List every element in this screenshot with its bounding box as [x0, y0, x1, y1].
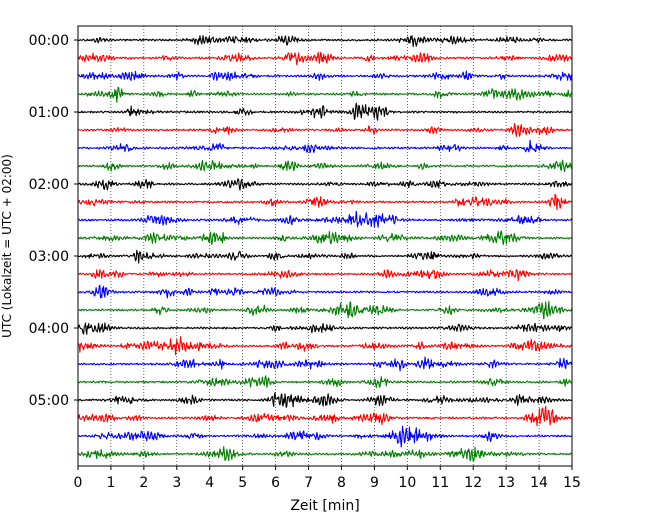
trace-row-2	[77, 70, 573, 82]
trace-row-21	[77, 405, 573, 427]
trace-row-3	[77, 86, 573, 103]
trace-row-15	[77, 300, 573, 320]
trace-row-19	[77, 375, 573, 389]
plot-frame	[77, 25, 573, 467]
y-tick-label-0: 00:00	[29, 33, 69, 49]
x-tick-label-2: 2	[139, 475, 148, 491]
x-tick-label-13: 13	[497, 475, 515, 491]
x-tick-label-1: 1	[106, 475, 115, 491]
trace-row-20	[77, 392, 573, 408]
trace-row-14	[77, 284, 573, 299]
y-tick-label-1: 01:00	[29, 105, 69, 121]
trace-row-1	[77, 51, 573, 66]
trace-row-22	[77, 425, 572, 448]
y-tick-label-5: 05:00	[29, 393, 69, 409]
trace-row-4	[77, 102, 573, 121]
x-tick-label-15: 15	[563, 475, 581, 491]
x-tick-label-4: 4	[205, 475, 214, 491]
x-tick-label-14: 14	[530, 475, 548, 491]
trace-row-10	[77, 210, 573, 228]
y-axis-label: UTC (Lokalzeit = UTC + 02:00)	[0, 154, 14, 338]
trace-row-13	[77, 269, 573, 282]
x-tick-label-12: 12	[464, 475, 482, 491]
trace-row-6	[77, 139, 573, 154]
x-axis-ticks: 0 1 2 3 4 5 6 7 8 9 10 11 12 13 14 15	[74, 466, 581, 491]
trace-row-5	[77, 123, 573, 137]
trace-row-0	[77, 35, 573, 48]
x-tick-label-5: 5	[238, 475, 247, 491]
trace-row-7	[77, 159, 573, 173]
x-tick-label-6: 6	[271, 475, 280, 491]
x-tick-label-7: 7	[304, 475, 313, 491]
y-tick-label-2: 02:00	[29, 177, 69, 193]
trace-row-17	[77, 336, 573, 356]
trace-row-9	[77, 193, 573, 211]
x-tick-label-10: 10	[398, 475, 416, 491]
x-tick-label-11: 11	[431, 475, 449, 491]
trace-row-16	[77, 322, 573, 335]
trace-row-18	[77, 356, 573, 372]
x-tick-label-8: 8	[337, 475, 346, 491]
trace-row-11	[77, 230, 573, 246]
trace-row-8	[77, 178, 573, 191]
seismic-traces	[77, 35, 573, 462]
x-axis-label: Zeit [min]	[290, 498, 359, 514]
vertical-grid	[110, 26, 540, 466]
y-tick-label-4: 04:00	[29, 321, 69, 337]
x-tick-label-3: 3	[172, 475, 181, 491]
x-tick-label-9: 9	[370, 475, 379, 491]
y-tick-label-3: 03:00	[29, 249, 69, 265]
trace-row-23	[77, 446, 573, 462]
x-tick-label-0: 0	[74, 475, 83, 491]
plot-area	[78, 26, 572, 466]
y-axis-ticks: 00:00 01:00 02:00 03:00 04:00 05:00	[29, 33, 78, 409]
trace-row-12	[78, 249, 573, 264]
